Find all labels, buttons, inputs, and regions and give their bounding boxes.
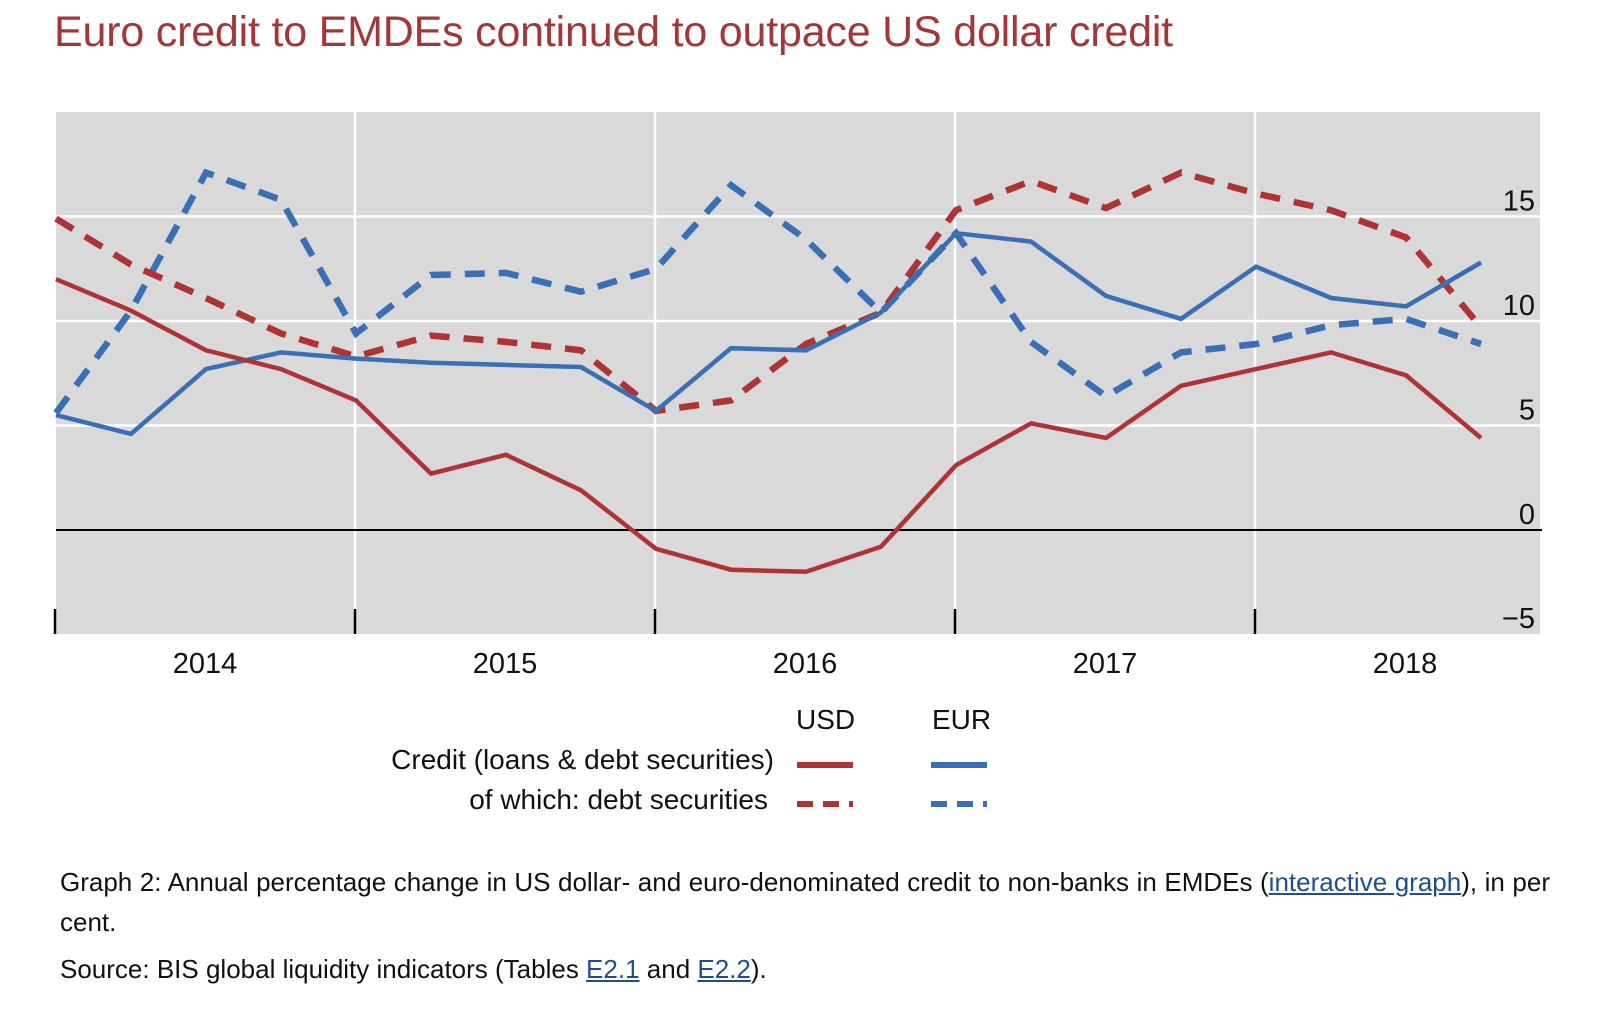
series-eur-debt-securities-line: [53, 168, 1483, 415]
table-e2-2-link[interactable]: E2.2: [697, 954, 751, 984]
x-tick-label-2015: 2015: [473, 648, 538, 680]
table-e2-1-link[interactable]: E2.1: [586, 954, 640, 984]
horizontal-gridlines: [56, 215, 1540, 427]
legend-label-credit: Credit (loans & debt securities): [391, 744, 774, 775]
caption-text-end: ), in per cent.: [60, 867, 1550, 937]
source-note: Source: BIS global liquidity indicators …: [60, 954, 767, 985]
source-text-end: ).: [750, 954, 767, 984]
y-tick-label-4: 15: [1503, 186, 1535, 218]
legend-header-usd: USD: [796, 704, 856, 735]
legend: USD EUR Credit (loans & debt securities)…: [0, 700, 1100, 830]
source-text-mid: and: [639, 954, 698, 984]
y-axis-ticks: −5 0 5 10 15: [1502, 186, 1535, 636]
x-axis-ticks: 2014 2015 2016 2017 2018: [53, 609, 1438, 680]
x-tick-label-2018: 2018: [1373, 648, 1438, 680]
interactive-graph-link[interactable]: interactive graph: [1268, 867, 1462, 897]
series-usd-credit-line: [55, 277, 1483, 575]
y-tick-label-3: 10: [1503, 290, 1535, 322]
legend-header-eur: EUR: [932, 704, 992, 735]
legend-swatches: [797, 762, 987, 807]
series-layer: [53, 168, 1484, 575]
series-usd-debt-securities-line: [54, 169, 1484, 415]
y-tick-label-0: −5: [1502, 603, 1535, 635]
x-tick-label-2017: 2017: [1073, 648, 1138, 680]
chart-title: Euro credit to EMDEs continued to outpac…: [54, 8, 1173, 56]
graph-caption: Graph 2: Annual percentage change in US …: [60, 862, 1550, 942]
caption-text: Graph 2: Annual percentage change in US …: [60, 867, 1269, 897]
source-text: Source: BIS global liquidity indicators …: [60, 954, 587, 984]
y-tick-label-2: 5: [1519, 395, 1535, 427]
x-tick-label-2014: 2014: [173, 648, 238, 680]
plot-background: [56, 112, 1540, 634]
legend-label-debt-securities: of which: debt securities: [469, 784, 768, 815]
y-tick-label-1: 0: [1519, 499, 1535, 531]
x-tick-label-2016: 2016: [773, 648, 838, 680]
series-eur-credit-line: [55, 230, 1483, 437]
line-chart: −5 0 5 10 15 2014 2015 2016 2017 2018: [53, 112, 1542, 680]
